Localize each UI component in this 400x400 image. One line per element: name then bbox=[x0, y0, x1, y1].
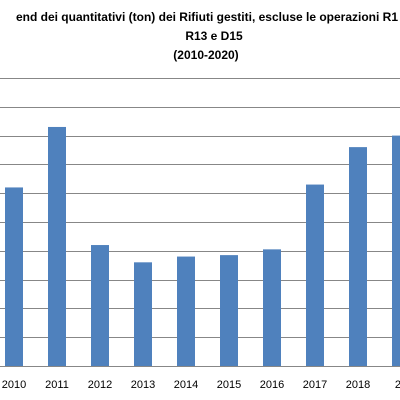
bar-2015 bbox=[220, 255, 238, 366]
x-tick-label-2016: 2016 bbox=[260, 379, 284, 391]
bar-2017 bbox=[306, 184, 324, 366]
x-tick-label-2015: 2015 bbox=[217, 379, 241, 391]
x-tick-label-2017: 2017 bbox=[303, 379, 327, 391]
x-tick-label-layer: 2010 2011 2012 2013 2014 2015 2016 2017 2018 20 bbox=[2, 379, 400, 391]
bar-2011 bbox=[48, 126, 66, 367]
x-tick-label-2010: 2010 bbox=[2, 379, 26, 391]
grid-layer bbox=[0, 78, 400, 367]
x-tick-label-2014: 2014 bbox=[174, 379, 198, 391]
chart-title: end dei quantitativi (ton) dei Rifiuti g… bbox=[15, 10, 399, 24]
chart-subtitle: R13 e D15 bbox=[185, 29, 243, 43]
bar-20 bbox=[392, 135, 400, 366]
bar-2013 bbox=[134, 262, 152, 366]
x-tick-label-2018: 2018 bbox=[346, 379, 370, 391]
bar-layer bbox=[5, 126, 400, 367]
x-tick-label-2013: 2013 bbox=[131, 379, 155, 391]
x-tick-label-2012: 2012 bbox=[88, 379, 112, 391]
chart-period: (2010-2020) bbox=[173, 48, 239, 62]
bar-2010 bbox=[5, 187, 23, 366]
bar-2012 bbox=[91, 245, 109, 366]
x-tick-label-20: 20 bbox=[395, 379, 400, 391]
x-tick-label-2011: 2011 bbox=[45, 379, 69, 391]
bar-2018 bbox=[349, 147, 367, 366]
bar-2016 bbox=[263, 249, 281, 366]
bar-2014 bbox=[177, 256, 195, 366]
